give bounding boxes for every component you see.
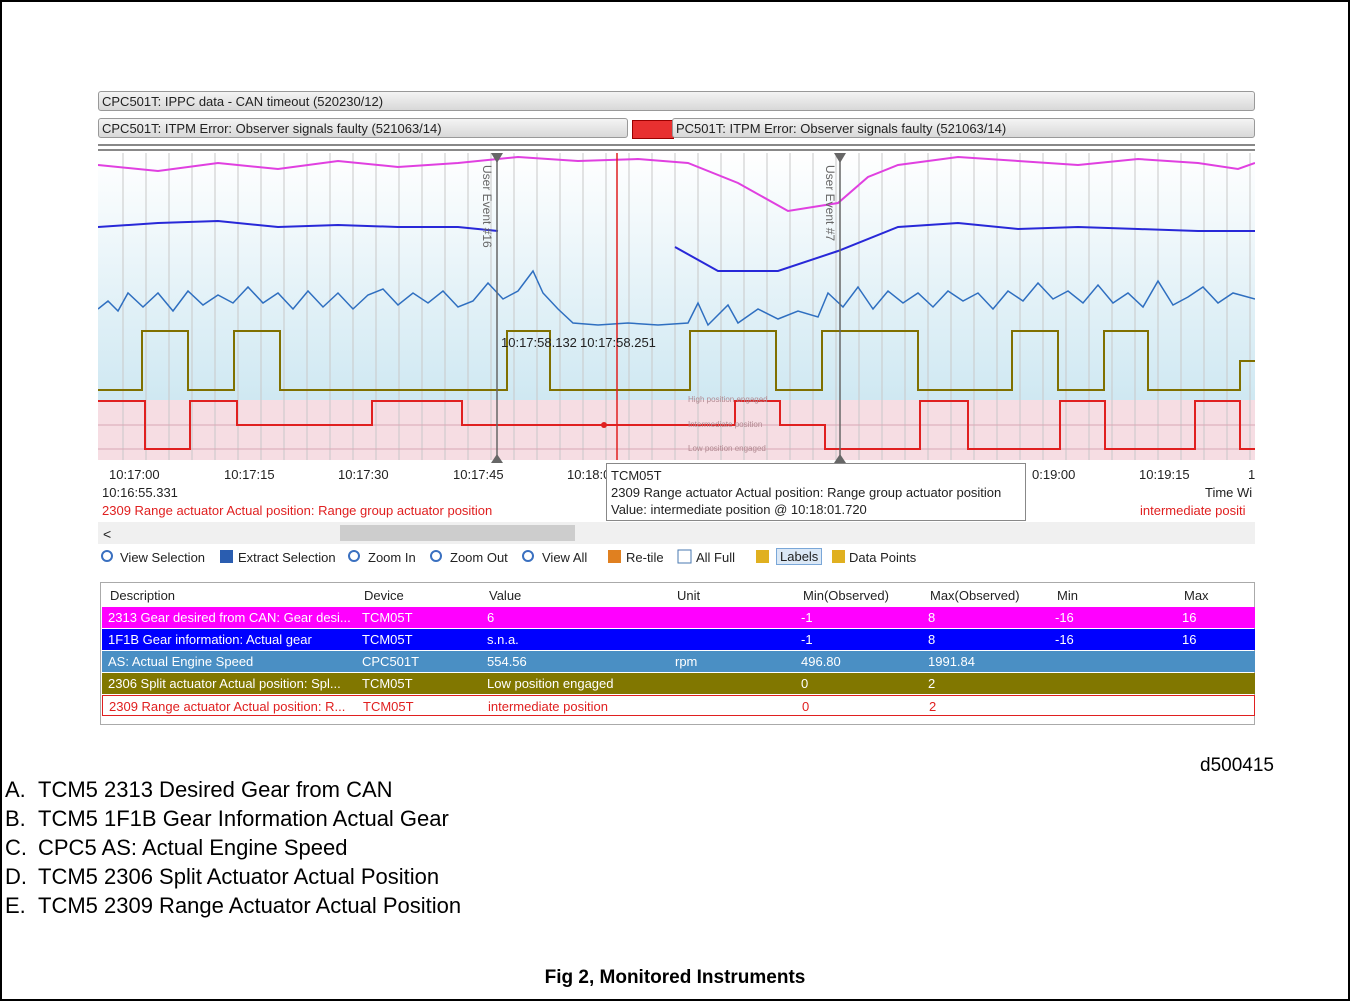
table-cell: 8	[928, 610, 936, 625]
table-row: 1F1B Gear information: Actual gear TCM05T…	[102, 629, 1255, 650]
toolbar-button[interactable]: View All	[542, 550, 588, 565]
legend-text: TCM5 2309 Range Actuator Actual Position	[38, 893, 462, 918]
tooltip-signal: 2309 Range actuator Actual position: Ran…	[611, 485, 1002, 500]
table-cell: CPC501T	[362, 654, 420, 669]
table-cell: intermediate position	[488, 699, 608, 714]
table-cell: 2309 Range actuator Actual position: R..…	[109, 699, 346, 714]
table-cell: -1	[801, 610, 813, 625]
scroll-left[interactable]: <	[103, 526, 112, 542]
table-header: Max(Observed)	[930, 588, 1020, 603]
toolbar-button[interactable]: View Selection	[120, 550, 206, 565]
time-label: 10:17:15	[224, 467, 275, 482]
toolbar-button[interactable]: Re-tile	[626, 550, 664, 565]
screenshot: CPC501T: IPPC data - CAN timeout (520230…	[98, 85, 1255, 725]
signal-name: 2309 Range actuator Actual position: Ran…	[102, 503, 493, 518]
error-icon	[632, 120, 674, 139]
table-cell: 2	[928, 676, 936, 691]
tooltip-device: TCM05T	[611, 468, 662, 483]
legend-letter: C.	[5, 835, 27, 860]
table-cell: TCM05T	[362, 676, 413, 691]
legend-text: TCM5 2306 Split Actuator Actual Position	[38, 864, 440, 889]
time-label: 10:17:45	[453, 467, 504, 482]
status-bar: CPC501T: ITPM Error: Observer signals fa…	[98, 118, 628, 138]
toolbar-button[interactable]: Labels	[776, 548, 823, 565]
range-label: Low position engaged	[688, 444, 766, 453]
tooltip: TCM05T 2309 Range actuator Actual positi…	[606, 463, 1026, 521]
table-cell: -16	[1055, 610, 1074, 625]
plot	[98, 144, 1255, 463]
legend-text: TCM5 1F1B Gear Information Actual Gear	[38, 806, 449, 831]
legend-text: TCM5 2313 Desired Gear from CAN	[38, 777, 393, 802]
status-bar: CPC501T: IPPC data - CAN timeout (520230…	[98, 91, 1255, 111]
table-header: Description	[110, 588, 176, 603]
table-cell: 554.56	[487, 654, 527, 669]
table-header: Value	[489, 588, 522, 603]
table-cell: TCM05T	[362, 632, 413, 647]
scroll-thumb[interactable]	[340, 525, 575, 541]
table-cell: 2	[929, 699, 937, 714]
table-header: Device	[364, 588, 404, 603]
time-label: 10:17:00	[109, 467, 160, 482]
tooltip-value: Value: intermediate position @ 10:18:01.…	[611, 502, 867, 517]
range-label: High position engaged	[688, 395, 768, 404]
cursor-time: 10:17:58.251	[580, 335, 656, 350]
toolbar-icons	[101, 549, 845, 564]
figure-id: d500415	[1200, 755, 1274, 776]
event-label: User Event #16	[480, 165, 494, 248]
scrollbar[interactable]	[98, 522, 1255, 544]
table-cell: TCM05T	[363, 699, 414, 714]
cursor-time: 10:17:58.132	[501, 335, 577, 350]
time-label: 10:19:15	[1139, 467, 1190, 482]
toolbar-button[interactable]: Zoom Out	[450, 550, 508, 565]
current-value: intermediate positi	[1140, 503, 1246, 518]
time-label: 0:19:00	[1032, 467, 1076, 482]
table-cell: 0	[802, 699, 810, 714]
table-row: 2313 Gear desired from CAN: Gear desi...…	[102, 607, 1255, 628]
legend-letter: A.	[5, 777, 26, 802]
table-cell: 1991.84	[928, 654, 975, 669]
toolbar-button[interactable]: All Full	[696, 550, 736, 565]
table-cell: TCM05T	[362, 610, 413, 625]
legend-letter: D.	[5, 864, 27, 889]
toolbar-button[interactable]: Zoom In	[368, 550, 416, 565]
table-cell: -1	[801, 632, 813, 647]
time-label: 1	[1248, 467, 1255, 482]
toolbar-button[interactable]: Data Points	[849, 550, 917, 565]
table-cell: 496.80	[801, 654, 841, 669]
legend-text: CPC5 AS: Actual Engine Speed	[38, 835, 348, 860]
table-cell: s.n.a.	[487, 632, 519, 647]
table-header: Unit	[677, 588, 701, 603]
range-label: Intermediate position	[688, 420, 763, 429]
table-cell: 0	[801, 676, 809, 691]
table-header: Min	[1057, 588, 1078, 603]
table-cell: 2306 Split actuator Actual position: Spl…	[108, 676, 341, 691]
legend-letter: E.	[5, 893, 26, 918]
table-cell: 2313 Gear desired from CAN: Gear desi...	[108, 610, 351, 625]
caption: Fig 2, Monitored Instruments	[544, 967, 806, 988]
table-row: AS: Actual Engine Speed CPC501T 554.56 rpm 4…	[102, 651, 1255, 672]
table-cell: rpm	[675, 654, 698, 669]
table-cell: 16	[1182, 632, 1197, 647]
table-header: Min(Observed)	[803, 588, 889, 603]
toolbar-button[interactable]: Extract Selection	[238, 550, 336, 565]
status-bar: PC501T: ITPM Error: Observer signals fau…	[672, 118, 1255, 138]
table-cell: 16	[1182, 610, 1197, 625]
table-row: 2306 Split actuator Actual position: Spl…	[102, 673, 1255, 694]
table-cell: -16	[1055, 632, 1074, 647]
table-cell: Low position engaged	[487, 676, 614, 691]
table-cell: AS: Actual Engine Speed	[108, 654, 254, 669]
table-cell: 1F1B Gear information: Actual gear	[108, 632, 312, 647]
table-row: 2309 Range actuator Actual position: R..…	[102, 695, 1255, 716]
table-header: Max	[1184, 588, 1209, 603]
time-label: 10:17:30	[338, 467, 389, 482]
time-label: 10:18:0	[567, 467, 611, 482]
time-window: Time Wi	[1205, 485, 1253, 500]
start-time: 10:16:55.331	[102, 485, 178, 500]
table-cell: 8	[928, 632, 936, 647]
legend-letter: B.	[5, 806, 26, 831]
table-cell: 6	[487, 610, 495, 625]
event-label: User Event #7	[823, 165, 837, 242]
